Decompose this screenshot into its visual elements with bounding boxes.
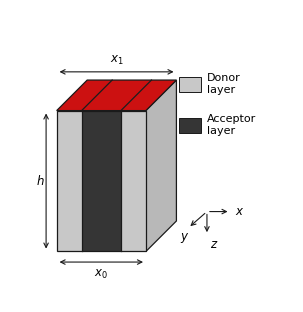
Text: $x$: $x$ <box>235 205 244 218</box>
Text: $h$: $h$ <box>36 174 45 188</box>
Text: $z$: $z$ <box>211 238 219 251</box>
Polygon shape <box>57 80 112 110</box>
Polygon shape <box>82 110 121 251</box>
Text: Acceptor
layer: Acceptor layer <box>207 115 256 136</box>
Bar <box>179 118 201 133</box>
Text: $x_1$: $x_1$ <box>110 54 123 67</box>
Polygon shape <box>57 110 82 251</box>
Text: Donor
layer: Donor layer <box>207 73 241 95</box>
Polygon shape <box>121 110 146 251</box>
Polygon shape <box>121 80 176 110</box>
Bar <box>179 76 201 92</box>
Text: $x_0$: $x_0$ <box>94 268 108 281</box>
Polygon shape <box>82 80 152 110</box>
Polygon shape <box>146 80 176 251</box>
Text: $y$: $y$ <box>180 231 189 245</box>
